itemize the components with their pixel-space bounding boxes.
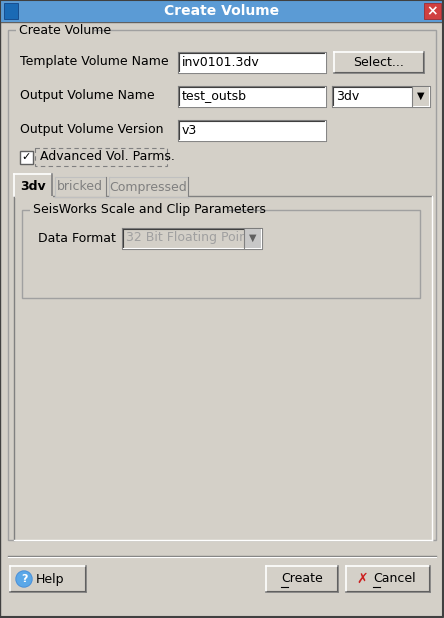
Text: Create Volume: Create Volume (19, 23, 111, 36)
Text: ✗: ✗ (356, 572, 368, 586)
FancyBboxPatch shape (35, 148, 167, 166)
Bar (109, 177, 188, 197)
Bar (332, 86, 430, 107)
Text: ▼: ▼ (249, 233, 257, 243)
Bar (14, 174, 52, 196)
Bar (178, 120, 326, 141)
Text: inv0101.3dv: inv0101.3dv (182, 56, 260, 69)
Bar (412, 87, 429, 106)
Bar (244, 229, 261, 248)
Text: ×: × (426, 4, 438, 18)
Bar (20, 151, 33, 164)
Bar (122, 228, 262, 249)
Circle shape (17, 572, 31, 586)
Bar (8, 30, 436, 540)
Bar (0, 0, 444, 22)
Circle shape (16, 571, 32, 587)
Bar (334, 52, 424, 73)
Text: Template Volume Name: Template Volume Name (20, 56, 169, 69)
Text: Cancel: Cancel (373, 572, 416, 585)
Text: ▼: ▼ (417, 91, 425, 101)
Bar (4, 3, 18, 19)
Bar (30, 204, 229, 216)
Text: SeisWorks Scale and Clip Parameters: SeisWorks Scale and Clip Parameters (33, 203, 266, 216)
Text: ✓: ✓ (21, 152, 30, 162)
Bar (15, 196, 53, 198)
Text: Advanced Vol. Parms.: Advanced Vol. Parms. (40, 151, 175, 164)
Text: test_outsb: test_outsb (182, 90, 247, 103)
Text: Create Volume: Create Volume (164, 4, 280, 18)
Text: bricked: bricked (57, 180, 103, 193)
Bar (14, 196, 432, 540)
Text: 32 Bit Floating Point: 32 Bit Floating Point (126, 232, 252, 245)
Text: Data Format: Data Format (38, 232, 116, 245)
Bar (16, 24, 94, 36)
Bar (10, 566, 86, 592)
Bar (55, 177, 106, 197)
Bar (22, 210, 420, 298)
Bar (346, 566, 430, 592)
Text: Create: Create (281, 572, 323, 585)
Text: Output Volume Version: Output Volume Version (20, 124, 163, 137)
Bar (424, 3, 441, 19)
Text: Select...: Select... (353, 56, 404, 69)
Text: Compressed: Compressed (109, 180, 187, 193)
Text: v3: v3 (182, 124, 197, 137)
Text: ?: ? (21, 574, 27, 584)
Text: 3dv: 3dv (336, 90, 359, 103)
Text: Help: Help (36, 572, 64, 585)
Bar (178, 52, 326, 73)
Text: 3dv: 3dv (20, 179, 46, 192)
Text: Output Volume Name: Output Volume Name (20, 90, 155, 103)
Bar (178, 86, 326, 107)
Bar (266, 566, 338, 592)
